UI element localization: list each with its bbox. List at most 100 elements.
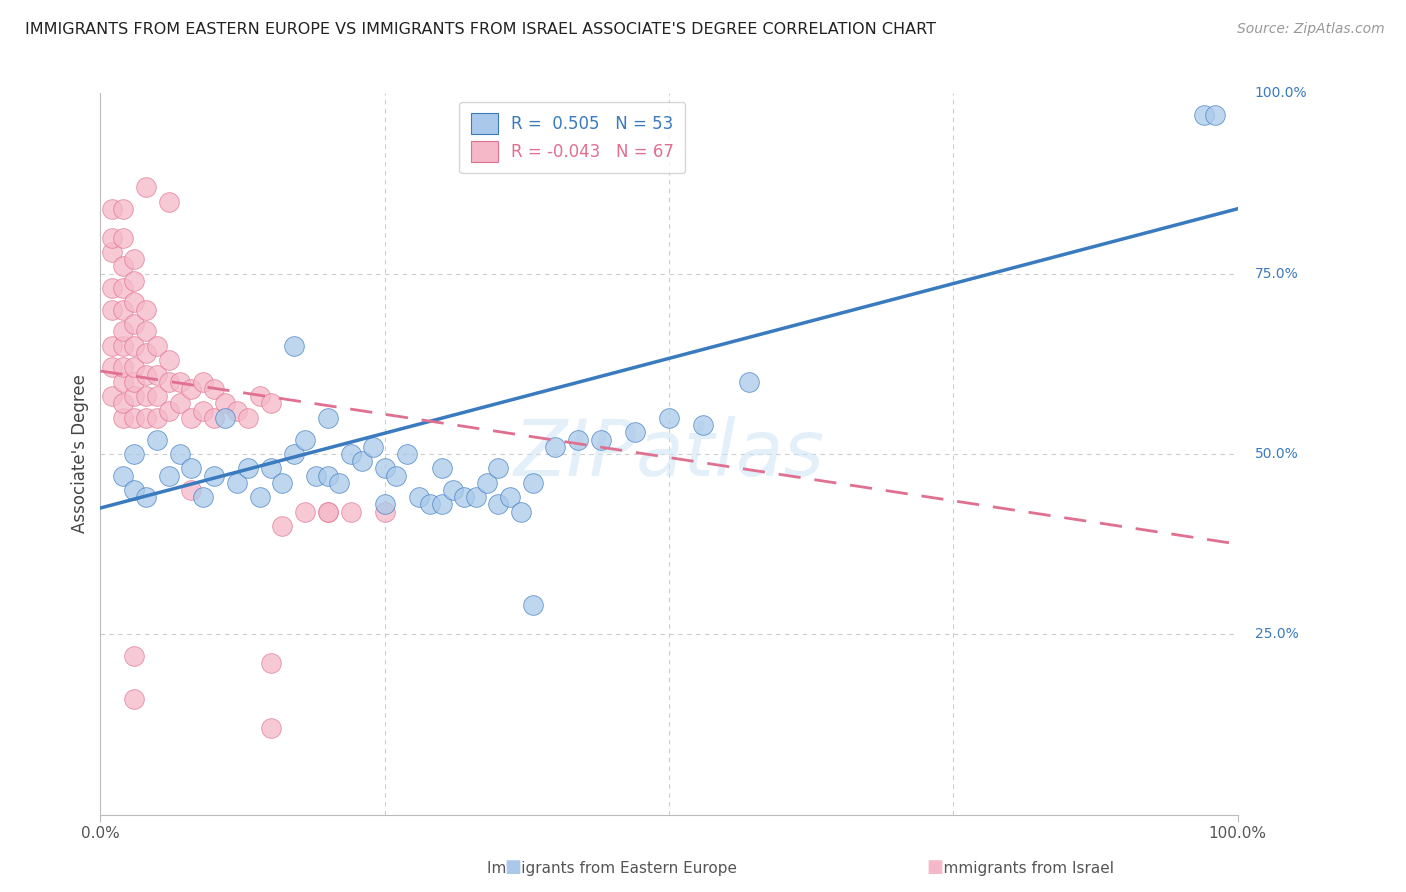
Point — [124, 317, 146, 331]
Point — [658, 410, 681, 425]
Point — [112, 281, 135, 295]
Point — [475, 475, 498, 490]
Point — [374, 505, 396, 519]
Point — [191, 490, 214, 504]
Point — [100, 389, 122, 403]
Point — [124, 295, 146, 310]
Point — [567, 433, 589, 447]
Point — [169, 447, 191, 461]
Point — [112, 375, 135, 389]
Text: ■: ■ — [505, 858, 522, 876]
Point — [363, 440, 385, 454]
Point — [260, 461, 283, 475]
Point — [419, 497, 441, 511]
Point — [124, 410, 146, 425]
Point — [146, 433, 169, 447]
Point — [146, 368, 169, 382]
Point — [249, 490, 271, 504]
Point — [135, 180, 157, 194]
Point — [124, 648, 146, 663]
Point — [430, 461, 453, 475]
Point — [124, 447, 146, 461]
Point — [124, 483, 146, 497]
Point — [464, 490, 486, 504]
Point — [146, 389, 169, 403]
Point — [146, 339, 169, 353]
Point — [100, 230, 122, 244]
Point — [100, 339, 122, 353]
Point — [374, 497, 396, 511]
Text: IMMIGRANTS FROM EASTERN EUROPE VS IMMIGRANTS FROM ISRAEL ASSOCIATE'S DEGREE CORR: IMMIGRANTS FROM EASTERN EUROPE VS IMMIGR… — [25, 22, 936, 37]
Point — [350, 454, 373, 468]
Point — [100, 245, 122, 260]
Point — [202, 468, 225, 483]
Point — [305, 468, 328, 483]
Point — [522, 599, 544, 613]
Point — [169, 396, 191, 410]
Point — [294, 433, 316, 447]
Point — [112, 230, 135, 244]
Legend: R =  0.505   N = 53, R = -0.043   N = 67: R = 0.505 N = 53, R = -0.043 N = 67 — [460, 102, 686, 173]
Point — [135, 410, 157, 425]
Point — [271, 519, 294, 533]
Point — [589, 433, 612, 447]
Point — [214, 396, 236, 410]
Point — [294, 505, 316, 519]
Point — [510, 505, 533, 519]
Point — [124, 360, 146, 375]
Point — [191, 375, 214, 389]
Point — [124, 252, 146, 267]
Point — [112, 260, 135, 274]
Point — [180, 382, 202, 396]
Point — [238, 461, 260, 475]
Point — [157, 468, 180, 483]
Point — [1204, 108, 1226, 122]
Point — [135, 324, 157, 338]
Point — [135, 368, 157, 382]
Point — [157, 353, 180, 368]
Point — [135, 302, 157, 317]
Point — [124, 375, 146, 389]
Point — [396, 447, 419, 461]
Point — [624, 425, 647, 440]
Text: 100.0%: 100.0% — [1254, 87, 1308, 101]
Point — [544, 440, 567, 454]
Point — [374, 461, 396, 475]
Point — [124, 692, 146, 706]
Point — [316, 468, 339, 483]
Point — [112, 360, 135, 375]
Point — [100, 281, 122, 295]
Text: ■: ■ — [927, 858, 943, 876]
Point — [328, 475, 350, 490]
Y-axis label: Associate's Degree: Associate's Degree — [72, 375, 89, 533]
Point — [202, 410, 225, 425]
Point — [408, 490, 430, 504]
Point — [260, 721, 283, 735]
Point — [238, 410, 260, 425]
Point — [385, 468, 408, 483]
Point — [1192, 108, 1215, 122]
Point — [441, 483, 464, 497]
Point — [214, 410, 236, 425]
Point — [124, 339, 146, 353]
Text: 75.0%: 75.0% — [1254, 267, 1299, 281]
Point — [100, 302, 122, 317]
Point — [112, 302, 135, 317]
Point — [430, 497, 453, 511]
Point — [112, 324, 135, 338]
Point — [316, 410, 339, 425]
Point — [316, 505, 339, 519]
Point — [135, 346, 157, 360]
Point — [316, 505, 339, 519]
Text: 25.0%: 25.0% — [1254, 627, 1299, 641]
Point — [260, 396, 283, 410]
Point — [339, 505, 361, 519]
Point — [112, 339, 135, 353]
Point — [180, 461, 202, 475]
Point — [100, 202, 122, 216]
Point — [202, 382, 225, 396]
Point — [737, 375, 759, 389]
Point — [283, 339, 305, 353]
Point — [112, 410, 135, 425]
Point — [499, 490, 522, 504]
